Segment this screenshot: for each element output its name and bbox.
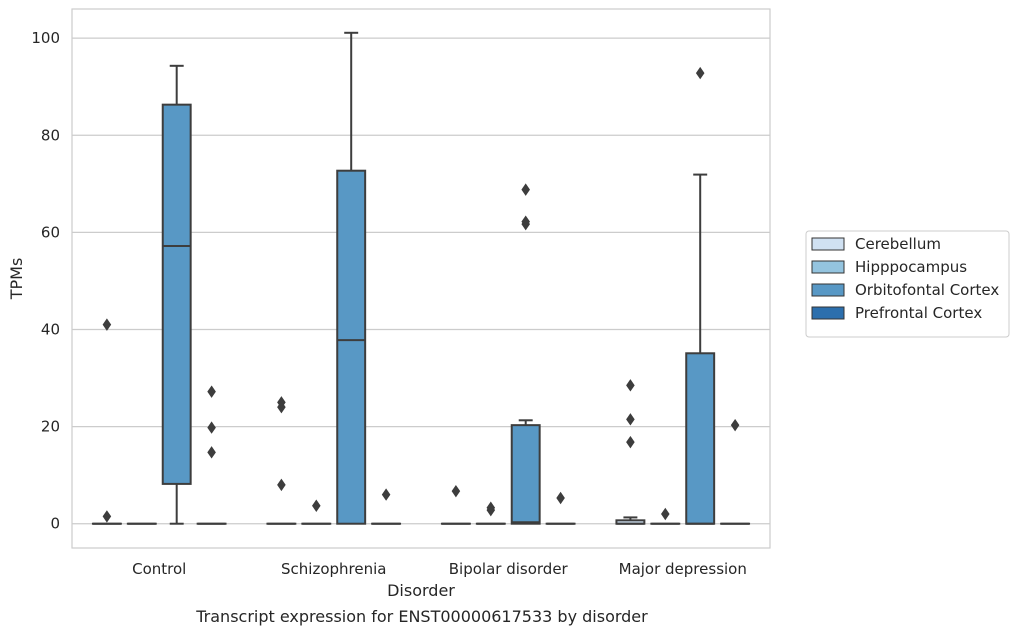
x-tick-label: Bipolar disorder — [449, 560, 569, 578]
legend-label: Orbitofontal Cortex — [855, 281, 999, 299]
x-axis-ticks: Control Schizophrenia Bipolar disorder Majo… — [132, 560, 747, 578]
y-tick-label: 80 — [41, 126, 60, 144]
box-group — [266, 396, 297, 525]
legend: Cerebellum Hipppocampus Orbitofontal Corte… — [805, 230, 1010, 338]
box-group — [196, 385, 227, 525]
outlier-point — [207, 385, 216, 398]
x-axis-title: Disorder — [387, 581, 455, 600]
outlier-point — [277, 478, 286, 492]
outlier-point — [486, 501, 496, 514]
outlier-point — [381, 488, 391, 501]
box-group — [615, 379, 646, 525]
legend-label: Cerebellum — [855, 235, 941, 253]
y-tick-label: 0 — [50, 515, 60, 533]
x-tick-label: Major depression — [619, 560, 747, 578]
box-iqr — [510, 424, 541, 525]
y-tick-label: 40 — [41, 320, 60, 338]
outlier-point — [626, 435, 635, 449]
outlier-point — [277, 396, 286, 409]
outlier-point — [556, 491, 565, 505]
box-group — [475, 501, 506, 525]
outlier-point — [102, 318, 112, 331]
outlier-point — [521, 215, 530, 228]
box-group — [301, 499, 332, 525]
box-group — [685, 66, 716, 525]
plot-area-frame — [71, 8, 771, 549]
legend-swatch — [811, 283, 845, 297]
box-group — [510, 183, 541, 525]
outlier-point — [626, 413, 635, 426]
outlier-point — [626, 379, 635, 392]
x-tick-label: Schizophrenia — [281, 560, 386, 578]
chart-caption: Transcript expression for ENST0000061753… — [195, 607, 648, 626]
outlier-point — [695, 66, 705, 80]
box-group — [161, 64, 192, 525]
outlier-point — [451, 484, 461, 498]
y-tick-label: 20 — [41, 418, 60, 436]
legend-label: Prefrontal Cortex — [855, 304, 982, 322]
outlier-point — [102, 510, 112, 523]
outlier-point — [312, 499, 321, 512]
box-group — [91, 318, 122, 525]
box-iqr — [685, 352, 716, 525]
legend-swatch — [811, 260, 845, 274]
legend-swatch — [811, 306, 845, 320]
box-iqr — [161, 103, 192, 485]
outlier-point — [207, 446, 216, 459]
box-group — [720, 418, 751, 525]
outlier-point — [661, 507, 670, 521]
y-tick-label: 100 — [31, 29, 60, 47]
box-iqr — [336, 169, 367, 525]
boxes — [91, 31, 751, 525]
y-axis-title: TPMs — [7, 258, 26, 301]
box-group — [440, 484, 471, 525]
box-group — [650, 507, 681, 525]
y-axis-ticks: 0 20 40 60 80 100 — [31, 29, 60, 533]
box-group — [336, 31, 367, 525]
box-group — [371, 488, 402, 525]
y-tick-label: 60 — [41, 223, 60, 241]
legend-label: Hipppocampus — [855, 258, 967, 276]
box-group — [545, 491, 576, 525]
outlier-point — [521, 183, 530, 196]
legend-swatch — [811, 237, 845, 251]
legend-frame — [805, 230, 1010, 338]
outlier-point — [730, 418, 740, 432]
outlier-point — [207, 421, 216, 434]
x-tick-label: Control — [132, 560, 186, 578]
